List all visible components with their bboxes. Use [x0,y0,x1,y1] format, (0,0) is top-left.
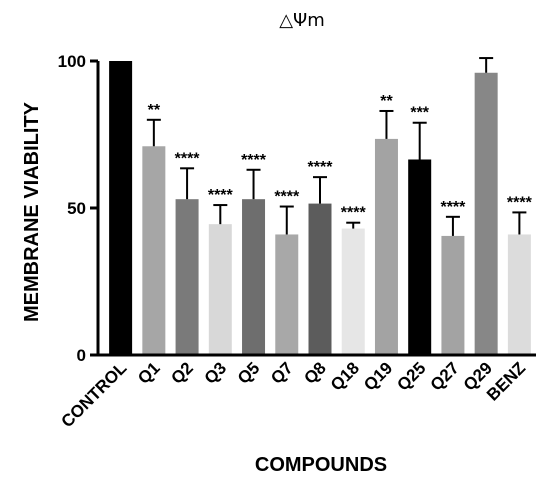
category-label: Q27 [427,358,463,394]
bar [341,228,365,355]
bar [507,234,531,355]
bar [308,203,332,355]
significance-label: **** [308,159,334,176]
significance-label: **** [440,199,466,216]
y-tick-label: 0 [77,346,86,365]
category-label: Q1 [134,358,163,387]
bar [441,235,465,355]
bar [109,61,133,355]
bar [208,224,232,355]
significance-label: ** [380,93,393,110]
bar [474,72,498,355]
category-label: Q18 [327,358,363,394]
category-label: Q8 [300,358,329,387]
bar [275,234,299,355]
category-label: Q3 [201,358,230,387]
significance-label: **** [274,189,300,206]
bar [142,146,166,355]
bar [408,159,432,355]
x-axis-title: COMPOUNDS [255,454,387,476]
category-label: Q2 [167,358,196,387]
category-label: Q19 [360,358,396,394]
bar [242,199,266,355]
category-label: BENZ [483,358,529,404]
bar [374,138,398,355]
bar [175,199,199,355]
significance-label: **** [341,205,367,222]
significance-label: **** [175,150,201,167]
category-label: CONTROL [58,358,131,431]
category-label: Q7 [267,358,296,387]
category-label: Q25 [393,358,429,394]
plot-area: CONTROL ** Q1 **** Q2 **** Q3 **** Q5 **** Q7 **** Q… [58,52,536,431]
significance-label: **** [241,152,267,169]
y-tick-label: 50 [67,199,86,218]
significance-label: *** [410,105,429,122]
category-label: Q5 [234,358,263,387]
y-axis-title: MEMBRANE VIABILITY [21,101,43,322]
significance-label: **** [507,194,533,211]
chart-title: △Ψm [279,10,325,31]
y-tick-label: 100 [58,52,86,71]
significance-label: ** [148,102,161,119]
significance-label: **** [208,187,234,204]
